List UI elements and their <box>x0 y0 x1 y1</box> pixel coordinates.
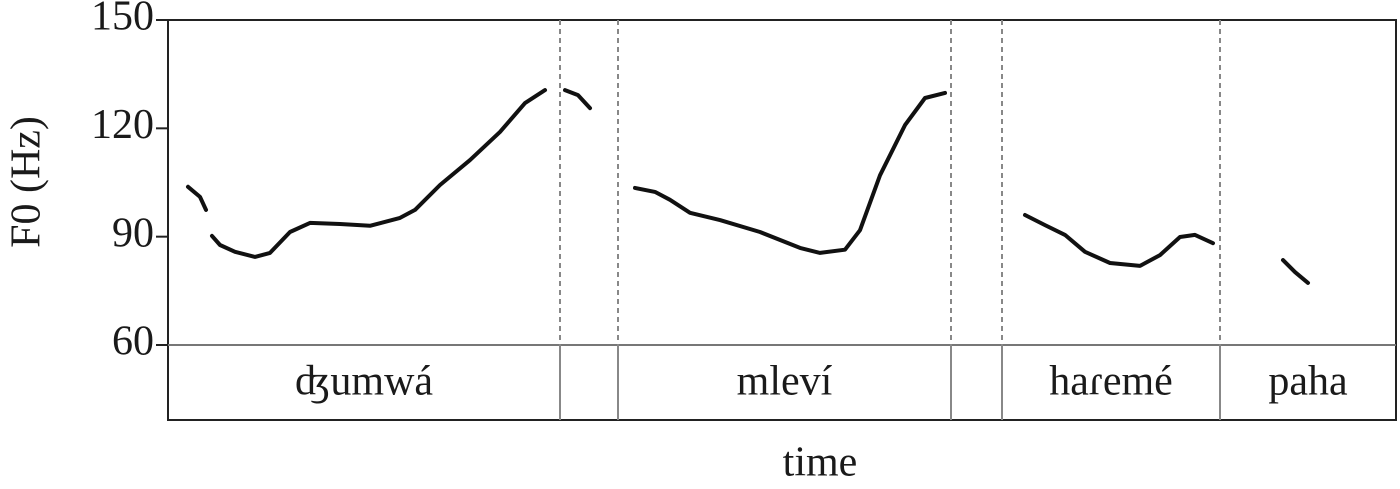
y-axis-label: F0 (Hz) <box>4 116 50 248</box>
y-tick-label: 150 <box>91 0 154 40</box>
f0-contour <box>186 88 1310 285</box>
y-tick-label: 120 <box>91 102 154 148</box>
y-tick-label: 60 <box>112 319 154 365</box>
plot-frame <box>167 19 1397 421</box>
x-axis-label: time <box>783 440 858 486</box>
segment-label: mleví <box>737 359 833 405</box>
segment-label: ʤumwá <box>295 359 433 405</box>
segment-label: haɾemé <box>1049 359 1173 405</box>
segment-label: paha <box>1268 359 1348 405</box>
y-tick-label: 90 <box>112 210 154 256</box>
